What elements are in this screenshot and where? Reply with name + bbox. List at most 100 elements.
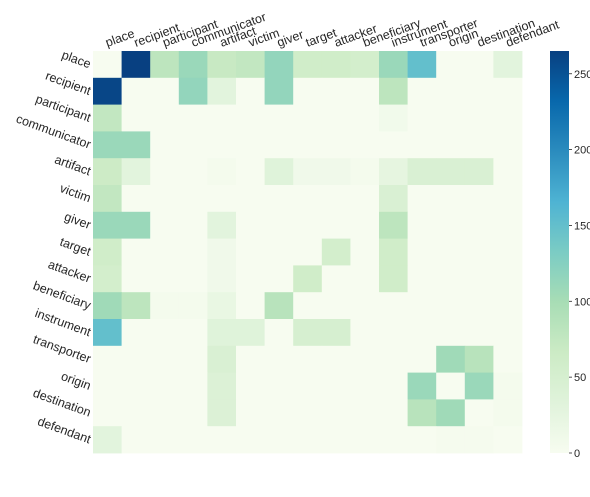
heatmap-cell-attacker-participant [150, 265, 180, 293]
heatmap-cell-communicator-place [93, 131, 122, 159]
heatmap-cell-destination-instrument [379, 399, 408, 427]
heatmap-cell-instrument-artifact [207, 319, 237, 347]
heatmap-cell-origin-origin [436, 372, 466, 400]
heatmap-cell-destination-defendant [493, 399, 523, 427]
heatmap-cell-attacker-giver [264, 265, 294, 293]
heatmap-cell-beneficiary-victim [236, 292, 265, 320]
heatmap-cell-artifact-place [93, 158, 122, 186]
heatmap-cell-victim-communicator [178, 185, 208, 213]
heatmap-cell-defendant-communicator [178, 426, 208, 454]
x-tick-label-place: place [104, 26, 137, 49]
heatmap-cell-transporter-instrument [379, 345, 408, 373]
heatmap-cell-target-recipient [121, 238, 151, 266]
heatmap-cell-recipient-participant [150, 77, 180, 105]
heatmap-cell-transporter-defendant [493, 345, 523, 373]
heatmap-cell-place-artifact [207, 51, 237, 79]
heatmap-cell-destination-giver [264, 399, 294, 427]
heatmap-cell-communicator-giver [264, 131, 294, 159]
heatmap-cell-victim-instrument [379, 185, 408, 213]
heatmap-cell-destination-artifact [207, 399, 237, 427]
heatmap-cell-instrument-origin [436, 319, 466, 347]
heatmap-cell-giver-place [93, 211, 122, 239]
heatmap-cell-victim-beneficiary [350, 185, 380, 213]
heatmap-cell-giver-beneficiary [350, 211, 380, 239]
heatmap-cell-defendant-artifact [207, 426, 237, 454]
heatmap-cell-instrument-instrument [379, 319, 408, 347]
heatmap-cell-place-transporter [407, 51, 437, 79]
heatmap-cell-recipient-transporter [407, 77, 437, 105]
heatmap-cell-giver-destination [464, 211, 494, 239]
heatmap-cell-giver-recipient [121, 211, 151, 239]
heatmap-cell-target-destination [464, 238, 494, 266]
heatmap-cell-beneficiary-attacker [321, 292, 351, 320]
heatmap-cell-giver-instrument [379, 211, 408, 239]
heatmap-cell-victim-giver [264, 185, 294, 213]
colorbar-gradient [550, 51, 569, 453]
heatmap-cell-giver-victim [236, 211, 265, 239]
heatmap-cell-transporter-giver [264, 345, 294, 373]
y-tick-label-origin: origin [59, 369, 93, 393]
y-tick-label-place: place [60, 48, 93, 71]
heatmap-cell-victim-defendant [493, 185, 523, 213]
heatmap-cell-participant-giver [264, 104, 294, 132]
heatmap-cell-artifact-artifact [207, 158, 237, 186]
heatmap-cell-origin-giver [264, 372, 294, 400]
heatmap-cell-participant-recipient [121, 104, 151, 132]
colorbar-tick-label-50: 50 [574, 372, 586, 384]
heatmap-cell-place-victim [236, 51, 265, 79]
heatmap-cell-target-instrument [379, 238, 408, 266]
heatmap-cell-destination-participant [150, 399, 180, 427]
heatmap-cell-victim-participant [150, 185, 180, 213]
heatmap-cell-beneficiary-communicator [178, 292, 208, 320]
heatmap-cell-victim-target [293, 185, 323, 213]
heatmap-cell-participant-defendant [493, 104, 523, 132]
y-axis-tick-labels: placerecipientparticipantcommunicatorart… [14, 48, 93, 447]
heatmap-cell-victim-recipient [121, 185, 151, 213]
heatmap-cell-victim-destination [464, 185, 494, 213]
y-tick-label-artifact: artifact [53, 152, 94, 178]
heatmap-cell-artifact-communicator [178, 158, 208, 186]
heatmap-cell-destination-transporter [407, 399, 437, 427]
heatmap-cell-instrument-destination [464, 319, 494, 347]
heatmap-cell-recipient-destination [464, 77, 494, 105]
heatmap-cell-recipient-victim [236, 77, 265, 105]
heatmap-cell-target-target [293, 238, 323, 266]
heatmap-cell-transporter-recipient [121, 345, 151, 373]
heatmap-cell-recipient-beneficiary [350, 77, 380, 105]
heatmap-cell-attacker-transporter [407, 265, 437, 293]
heatmap-cell-place-beneficiary [350, 51, 380, 79]
heatmap-cell-instrument-place [93, 319, 122, 347]
y-tick-label-attacker: attacker [46, 257, 93, 285]
heatmap-cell-origin-communicator [178, 372, 208, 400]
heatmap-cell-communicator-victim [236, 131, 265, 159]
heatmap-cell-defendant-giver [264, 426, 294, 454]
heatmap-cell-beneficiary-target [293, 292, 323, 320]
heatmap-cell-participant-destination [464, 104, 494, 132]
heatmap-cell-participant-transporter [407, 104, 437, 132]
heatmap-cell-victim-attacker [321, 185, 351, 213]
heatmap-cell-beneficiary-transporter [407, 292, 437, 320]
y-tick-label-target: target [58, 235, 93, 259]
heatmap-cell-instrument-recipient [121, 319, 151, 347]
colorbar-tick-label-250: 250 [574, 69, 590, 81]
heatmap-cell-target-place [93, 238, 122, 266]
heatmap-cell-transporter-participant [150, 345, 180, 373]
heatmap-cell-transporter-beneficiary [350, 345, 380, 373]
heatmap-cell-transporter-communicator [178, 345, 208, 373]
heatmap-cell-giver-giver [264, 211, 294, 239]
heatmap-cell-beneficiary-instrument [379, 292, 408, 320]
heatmap-cell-artifact-participant [150, 158, 180, 186]
heatmap-cell-artifact-victim [236, 158, 265, 186]
heatmap-cell-instrument-communicator [178, 319, 208, 347]
heatmap-cell-attacker-target [293, 265, 323, 293]
heatmap-cell-recipient-place [93, 77, 122, 105]
heatmap-cell-destination-origin [436, 399, 466, 427]
heatmap-cell-defendant-instrument [379, 426, 408, 454]
heatmap-cell-transporter-place [93, 345, 122, 373]
heatmap-cell-communicator-communicator [178, 131, 208, 159]
heatmap-cell-communicator-origin [436, 131, 466, 159]
heatmap-cell-destination-beneficiary [350, 399, 380, 427]
heatmap-cell-transporter-target [293, 345, 323, 373]
heatmap-cell-giver-artifact [207, 211, 237, 239]
